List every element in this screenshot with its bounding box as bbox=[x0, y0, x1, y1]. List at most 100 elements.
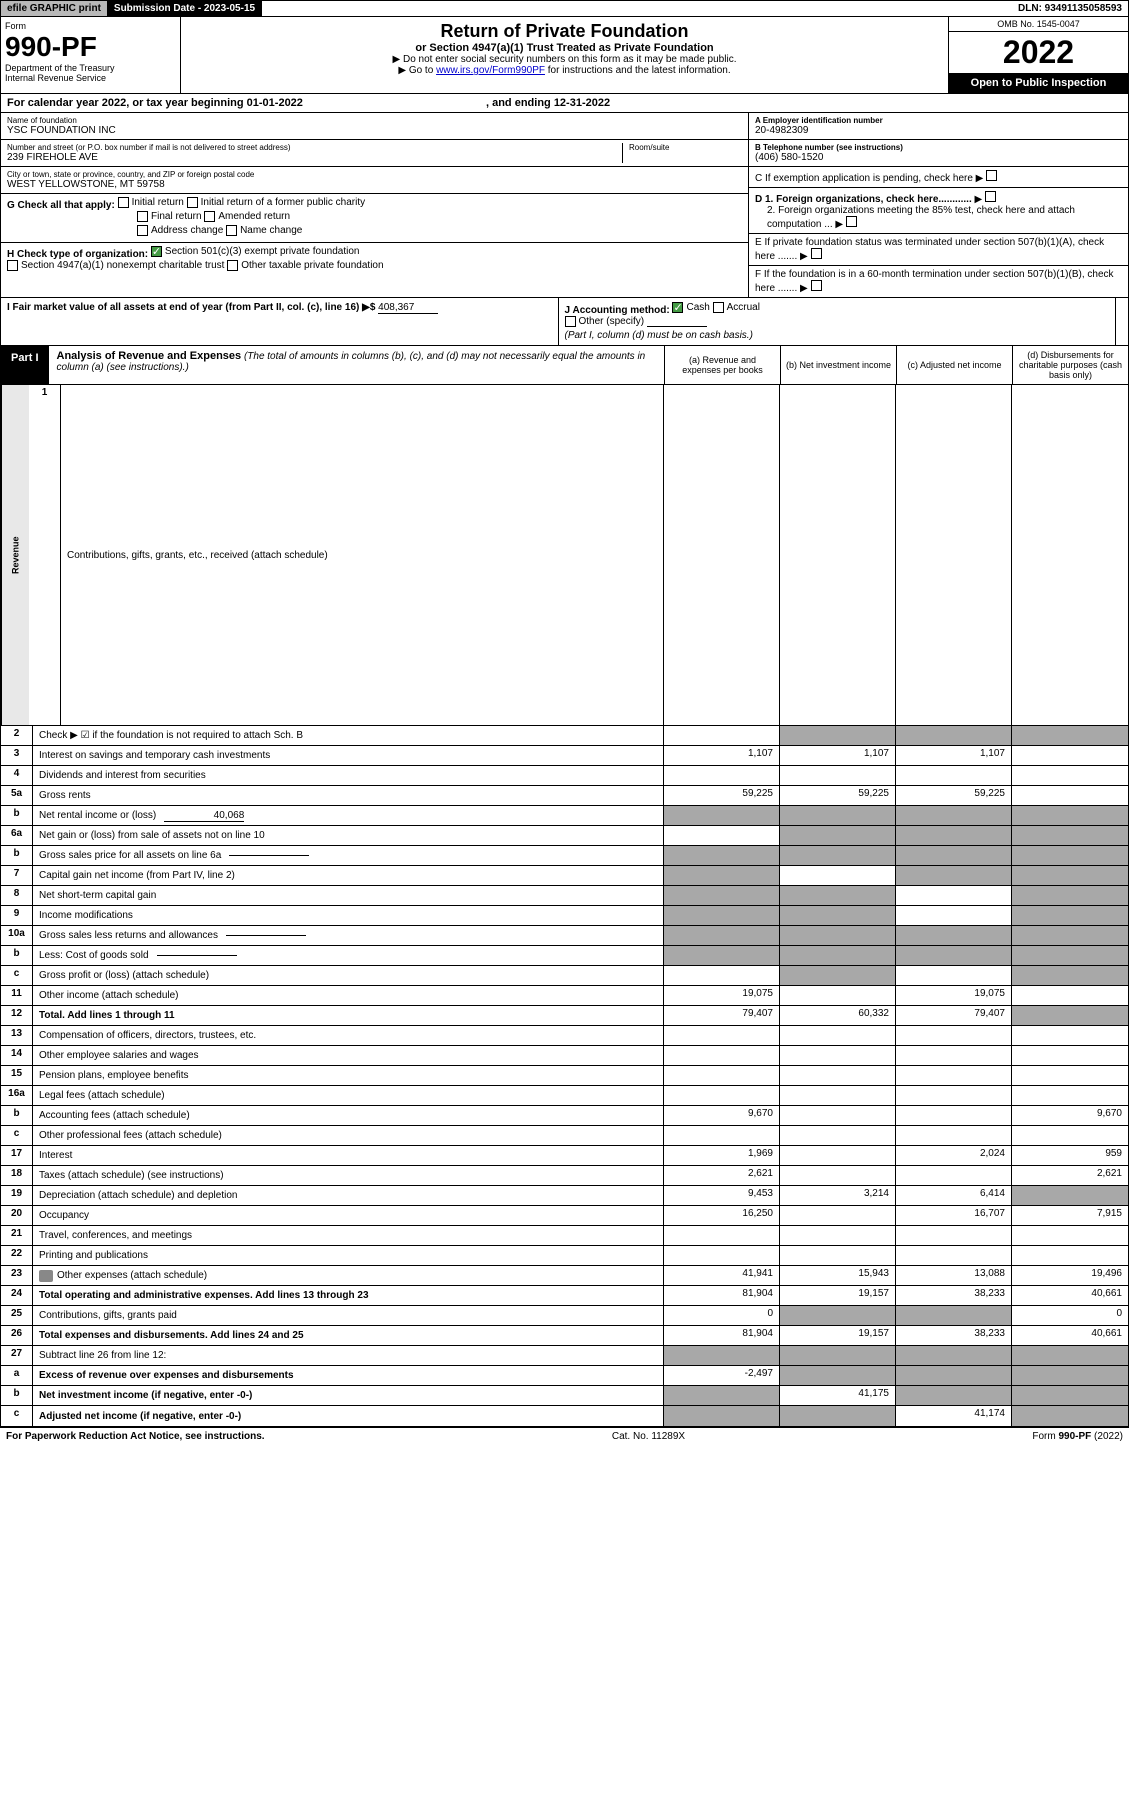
cell-a bbox=[664, 1406, 780, 1426]
line-number: 1 bbox=[29, 385, 61, 725]
cell-c: 16,707 bbox=[896, 1206, 1012, 1225]
cell-c: 13,088 bbox=[896, 1266, 1012, 1285]
cell-a: 2,621 bbox=[664, 1166, 780, 1185]
line-description: Compensation of officers, directors, tru… bbox=[33, 1026, 664, 1045]
cell-b bbox=[780, 946, 896, 965]
table-row: 22Printing and publications bbox=[1, 1246, 1128, 1266]
cell-d bbox=[1012, 746, 1128, 765]
cell-d bbox=[1012, 886, 1128, 905]
line-description: Occupancy bbox=[33, 1206, 664, 1225]
check-501c3[interactable]: Section 501(c)(3) exempt private foundat… bbox=[151, 246, 360, 257]
cell-a bbox=[664, 886, 780, 905]
efile-print-button[interactable]: efile GRAPHIC print bbox=[1, 1, 108, 16]
line-description: Other income (attach schedule) bbox=[33, 986, 664, 1005]
cell-d: 2,621 bbox=[1012, 1166, 1128, 1185]
cell-a bbox=[664, 926, 780, 945]
submission-date-label: Submission Date - 2023-05-15 bbox=[108, 1, 262, 16]
check-addrchg[interactable]: Address change bbox=[137, 225, 223, 236]
table-row: 3Interest on savings and temporary cash … bbox=[1, 746, 1128, 766]
c-checkbox[interactable] bbox=[986, 170, 997, 181]
line-description: Less: Cost of goods sold bbox=[33, 946, 664, 965]
j-note: (Part I, column (d) must be on cash basi… bbox=[565, 330, 753, 341]
check-namechg[interactable]: Name change bbox=[226, 225, 302, 236]
cell-a: 79,407 bbox=[664, 1006, 780, 1025]
cell-c bbox=[896, 946, 1012, 965]
check-other[interactable]: Other (specify) bbox=[565, 316, 645, 327]
line-description: Gross sales less returns and allowances bbox=[33, 926, 664, 945]
d1-checkbox[interactable] bbox=[985, 191, 996, 202]
cell-c: 1,107 bbox=[896, 746, 1012, 765]
cell-b bbox=[780, 1406, 896, 1426]
irs-link[interactable]: www.irs.gov/Form990PF bbox=[436, 65, 545, 76]
check-initial[interactable]: Initial return bbox=[118, 197, 184, 208]
line-description: Interest on savings and temporary cash i… bbox=[33, 746, 664, 765]
table-row: 6aNet gain or (loss) from sale of assets… bbox=[1, 826, 1128, 846]
cell-d bbox=[1012, 926, 1128, 945]
cell-a: 81,904 bbox=[664, 1326, 780, 1345]
cell-d bbox=[1012, 986, 1128, 1005]
cell-d bbox=[1012, 946, 1128, 965]
cell-a bbox=[664, 946, 780, 965]
cell-b: 15,943 bbox=[780, 1266, 896, 1285]
cell-b bbox=[780, 385, 896, 725]
cell-a bbox=[664, 826, 780, 845]
j-label: J Accounting method: bbox=[565, 305, 670, 316]
cell-d bbox=[1012, 385, 1128, 725]
line-number: b bbox=[1, 1106, 33, 1125]
phone-cell: B Telephone number (see instructions) (4… bbox=[749, 140, 1128, 167]
line-number: 7 bbox=[1, 866, 33, 885]
cell-c bbox=[896, 1226, 1012, 1245]
line-description: Subtract line 26 from line 12: bbox=[33, 1346, 664, 1365]
line-description: Income modifications bbox=[33, 906, 664, 925]
part1-table: Revenue1Contributions, gifts, grants, et… bbox=[0, 385, 1129, 1427]
cell-b: 3,214 bbox=[780, 1186, 896, 1205]
cell-a bbox=[664, 385, 780, 725]
cell-d: 7,915 bbox=[1012, 1206, 1128, 1225]
cell-b bbox=[780, 1246, 896, 1265]
table-row: aExcess of revenue over expenses and dis… bbox=[1, 1366, 1128, 1386]
check-final[interactable]: Final return bbox=[137, 211, 202, 222]
line-number: 3 bbox=[1, 746, 33, 765]
cell-a: 1,107 bbox=[664, 746, 780, 765]
other-specify[interactable] bbox=[647, 326, 707, 327]
cell-c bbox=[896, 966, 1012, 985]
cell-b bbox=[780, 1066, 896, 1085]
omb-number: OMB No. 1545-0047 bbox=[949, 17, 1128, 32]
cell-d bbox=[1012, 1066, 1128, 1085]
check-other-taxable[interactable]: Other taxable private foundation bbox=[227, 260, 383, 271]
city-value: WEST YELLOWSTONE, MT 59758 bbox=[7, 179, 742, 190]
cell-c bbox=[896, 1066, 1012, 1085]
table-row: bLess: Cost of goods sold bbox=[1, 946, 1128, 966]
f-checkbox[interactable] bbox=[811, 280, 822, 291]
table-row: 11Other income (attach schedule)19,07519… bbox=[1, 986, 1128, 1006]
col-c-hdr: (c) Adjusted net income bbox=[896, 346, 1012, 384]
cell-d bbox=[1012, 1086, 1128, 1105]
info-right: A Employer identification number 20-4982… bbox=[748, 113, 1128, 297]
cell-b: 1,107 bbox=[780, 746, 896, 765]
form-number: 990-PF bbox=[5, 31, 176, 63]
line-description: Travel, conferences, and meetings bbox=[33, 1226, 664, 1245]
line-number: 20 bbox=[1, 1206, 33, 1225]
cell-c bbox=[896, 826, 1012, 845]
cell-a bbox=[664, 846, 780, 865]
name-cell: Name of foundation YSC FOUNDATION INC bbox=[1, 113, 748, 140]
check-initial-former[interactable]: Initial return of a former public charit… bbox=[187, 197, 366, 208]
e-checkbox[interactable] bbox=[811, 248, 822, 259]
cell-a bbox=[664, 1066, 780, 1085]
line-description: Other expenses (attach schedule) bbox=[33, 1266, 664, 1285]
f-cell: F If the foundation is in a 60-month ter… bbox=[749, 266, 1128, 297]
cell-b bbox=[780, 1346, 896, 1365]
check-amended[interactable]: Amended return bbox=[204, 211, 290, 222]
check-4947[interactable]: Section 4947(a)(1) nonexempt charitable … bbox=[7, 260, 224, 271]
check-cash[interactable]: Cash bbox=[672, 302, 709, 313]
attachment-icon[interactable] bbox=[39, 1270, 53, 1282]
table-row: 4Dividends and interest from securities bbox=[1, 766, 1128, 786]
f-label: F If the foundation is in a 60-month ter… bbox=[755, 269, 1114, 294]
d2-checkbox[interactable] bbox=[846, 216, 857, 227]
check-accrual[interactable]: Accrual bbox=[713, 302, 760, 313]
footer-left: For Paperwork Reduction Act Notice, see … bbox=[6, 1431, 265, 1442]
line-description: Accounting fees (attach schedule) bbox=[33, 1106, 664, 1125]
cell-a bbox=[664, 866, 780, 885]
line-description: Net gain or (loss) from sale of assets n… bbox=[33, 826, 664, 845]
line-number: 17 bbox=[1, 1146, 33, 1165]
